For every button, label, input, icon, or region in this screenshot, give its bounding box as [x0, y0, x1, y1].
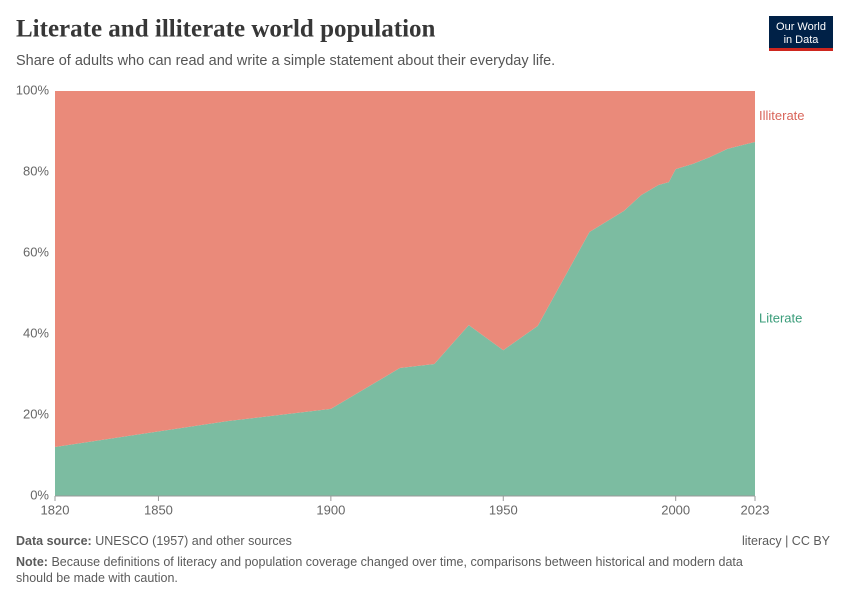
y-tick-label: 20% — [23, 406, 49, 421]
series-label: Literate — [759, 310, 802, 325]
logo-text: Our World — [776, 21, 826, 33]
logo-box — [769, 16, 833, 51]
y-tick-label: 80% — [23, 163, 49, 178]
chart-title: Literate and illiterate world population — [16, 16, 436, 43]
chart-subtitle: Share of adults who can read and write a… — [16, 53, 555, 69]
logo: Our World in Data — [769, 16, 833, 51]
y-tick-label: 40% — [23, 325, 49, 340]
y-tick-label: 60% — [23, 244, 49, 259]
x-tick-label: 1950 — [489, 502, 518, 517]
source-text: UNESCO (1957) and other sources — [95, 534, 292, 548]
series-label: Illiterate — [759, 108, 805, 123]
x-tick-label: 1900 — [316, 502, 345, 517]
x-tick-label: 2000 — [661, 502, 690, 517]
source-label: Data source: — [16, 534, 92, 548]
source: Data source: UNESCO (1957) and other sou… — [16, 533, 292, 549]
note-label: Note: — [16, 555, 48, 569]
note: Note: Because definitions of literacy an… — [16, 554, 776, 586]
x-tick-label: 1850 — [144, 502, 173, 517]
x-tick-label: 1820 — [41, 502, 70, 517]
x-tick-label: 2023 — [741, 502, 770, 517]
license: literacy | CC BY — [742, 534, 830, 548]
area — [55, 142, 755, 496]
y-tick-label: 0% — [30, 487, 49, 502]
area — [55, 91, 755, 447]
logo-bar — [769, 48, 833, 51]
note-text: Because definitions of literacy and popu… — [16, 555, 743, 585]
y-tick-label: 100% — [16, 82, 50, 97]
logo-text: in Data — [784, 34, 820, 46]
